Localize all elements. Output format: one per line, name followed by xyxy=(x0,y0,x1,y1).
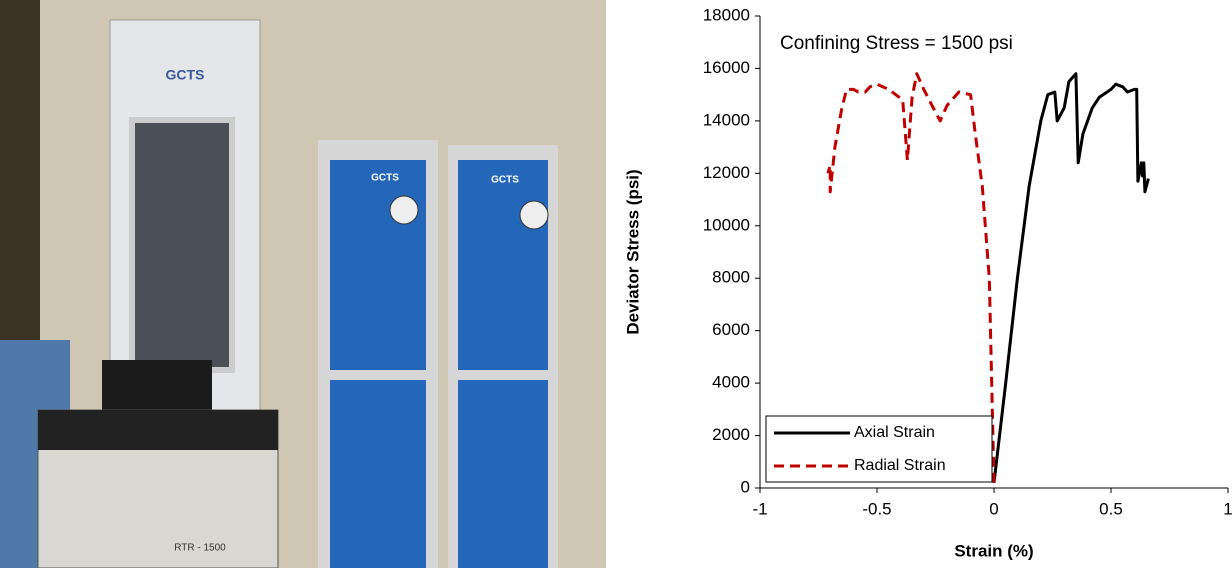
y-tick-label: 12000 xyxy=(703,163,750,182)
y-tick-label: 0 xyxy=(741,477,750,496)
gauge xyxy=(519,200,549,230)
y-tick-label: 18000 xyxy=(703,5,750,24)
chart: Strain (%) Deviator Stress (psi) 0 2000 400… xyxy=(623,5,1232,560)
x-tick-label: 1 xyxy=(1223,499,1232,518)
logo: GCTS xyxy=(491,175,519,186)
table-top xyxy=(38,410,278,450)
series-line xyxy=(992,72,1150,483)
y-tick-label: 2000 xyxy=(712,425,750,444)
panel-1 xyxy=(330,160,426,370)
y-tick-label: 16000 xyxy=(703,58,750,77)
x-tick-label: 0.5 xyxy=(1099,499,1123,518)
legend-label: Radial Strain xyxy=(854,457,946,474)
x-tick-label: -1 xyxy=(752,499,767,518)
panel-2 xyxy=(458,160,548,370)
y-tick-label: 14000 xyxy=(703,110,750,129)
y-tick-label: 8000 xyxy=(712,268,750,287)
machine-window xyxy=(129,117,235,373)
y-tick-label: 4000 xyxy=(712,373,750,392)
x-tick-label: 0 xyxy=(989,499,998,518)
gauge xyxy=(389,195,419,225)
legend-box xyxy=(765,415,993,483)
x-axis-label: Strain (%) xyxy=(954,541,1033,560)
series-line xyxy=(826,72,996,483)
photo: GCTS GCTS GCTS RTR - 1500 xyxy=(0,0,606,568)
logo: GCTS xyxy=(371,173,399,184)
legend-label: Axial Strain xyxy=(854,424,935,441)
y-tick-label: 6000 xyxy=(712,320,750,339)
y-axis-label: Deviator Stress (psi) xyxy=(623,169,642,334)
x-tick-label: -0.5 xyxy=(862,499,891,518)
panel-2-lower xyxy=(458,380,548,568)
annotation: Confining Stress = 1500 psi xyxy=(780,33,1013,54)
panel-1-lower xyxy=(330,380,426,568)
machine-label: RTR - 1500 xyxy=(174,543,226,554)
logo: GCTS xyxy=(166,67,205,83)
y-tick-label: 10000 xyxy=(703,215,750,234)
